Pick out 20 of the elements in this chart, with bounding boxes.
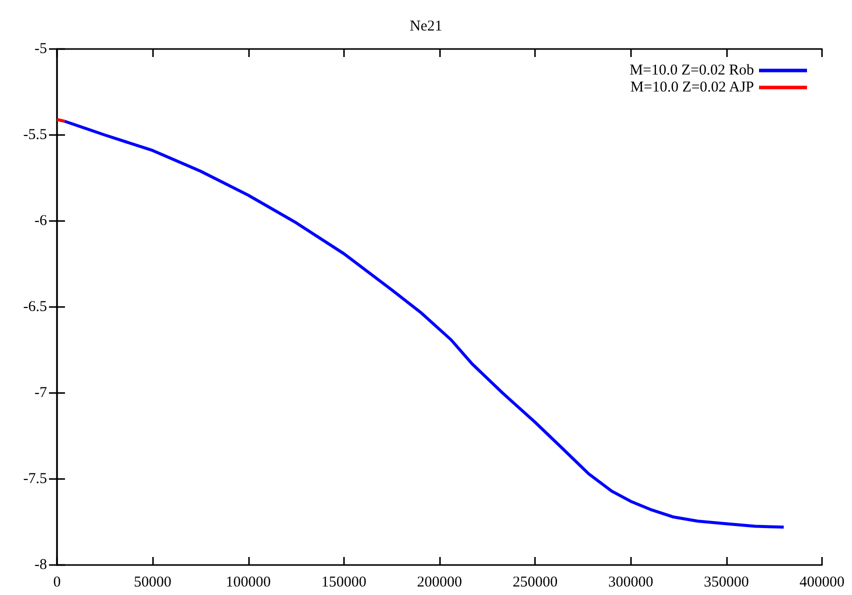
y-tick-label: -5 [34, 41, 47, 57]
x-tick-label: 350000 [704, 574, 749, 590]
x-tick-label: 250000 [512, 574, 558, 590]
legend-label: M=10.0 Z=0.02 Rob [630, 62, 754, 78]
y-tick-label: -8 [34, 557, 47, 573]
x-tick-label: 100000 [226, 574, 271, 590]
line-series [63, 120, 786, 529]
y-tick-label: -7 [34, 385, 48, 401]
legend-label: M=10.0 Z=0.02 AJP [630, 80, 754, 96]
x-tick-label: 50000 [134, 574, 172, 590]
y-tick-label: -6.5 [23, 299, 47, 315]
x-tick-label: 200000 [417, 574, 462, 590]
x-tick-label: 0 [53, 574, 61, 590]
y-tick-label: -6 [34, 213, 48, 229]
y-tick-label: -5.5 [23, 127, 47, 143]
x-tick-label: 150000 [321, 574, 366, 590]
x-tick-label: 400000 [800, 574, 844, 590]
x-tick-label: 300000 [608, 574, 654, 590]
y-tick-label: -7.5 [23, 471, 47, 487]
chart-title: Ne21 [410, 18, 442, 34]
